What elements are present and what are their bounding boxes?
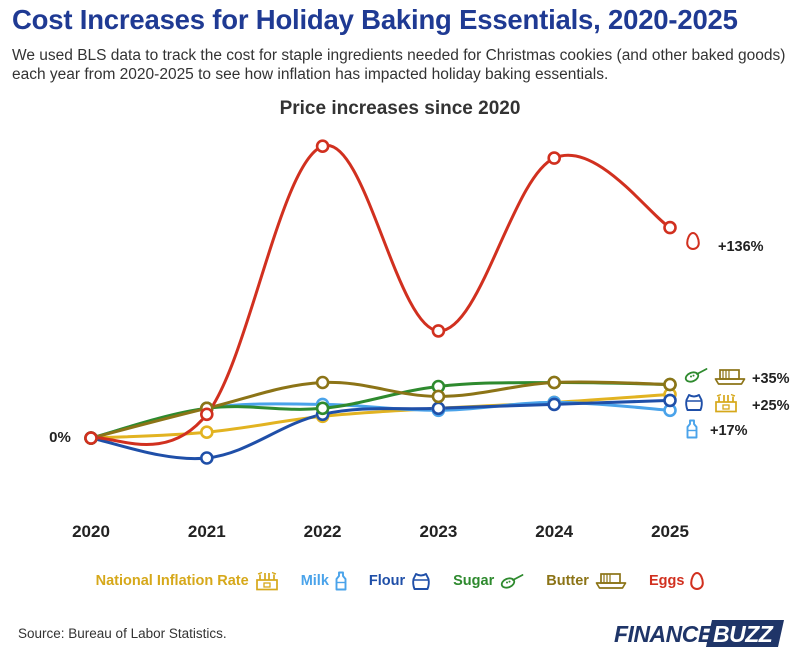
brand-logo-right: BUZZ bbox=[713, 621, 774, 647]
data-point-butter-2022 bbox=[315, 375, 330, 390]
x-tick-label: 2021 bbox=[188, 522, 226, 541]
series-points bbox=[84, 139, 677, 465]
egg-icon bbox=[690, 571, 705, 591]
end-value-labels: +136% +35% +25%+17% bbox=[710, 239, 790, 439]
x-tick-label: 2023 bbox=[419, 522, 457, 541]
x-tick-label: 2025 bbox=[651, 522, 689, 541]
end-icons bbox=[684, 232, 746, 439]
end-flour-bag-icon bbox=[685, 394, 703, 411]
data-point-eggs-2025 bbox=[663, 220, 677, 235]
data-point-flour-2021 bbox=[200, 451, 214, 465]
data-point-butter-2023 bbox=[431, 389, 446, 404]
cash-register-icon bbox=[255, 571, 279, 591]
end-butter-dish-icon bbox=[714, 369, 746, 385]
chart-legend: National Inflation Rate Milk Flour Sugar But… bbox=[0, 571, 800, 591]
end-egg-icon bbox=[686, 232, 700, 251]
legend-item-national-inflation-rate: National Inflation Rate bbox=[96, 571, 279, 591]
end-label-flour-national-inflation-rate: +25% bbox=[752, 398, 790, 414]
milk-bottle-icon bbox=[335, 571, 347, 591]
legend-item-sugar: Sugar bbox=[453, 573, 524, 589]
source-note: Source: Bureau of Labor Statistics. bbox=[18, 626, 227, 641]
end-cash-register-icon bbox=[715, 393, 737, 413]
legend-item-eggs: Eggs bbox=[648, 571, 705, 591]
brand-logo: FINANCE BUZZ bbox=[614, 620, 784, 647]
end-label-sugar-butter: +35% bbox=[752, 371, 790, 387]
legend-label: Sugar bbox=[453, 573, 495, 589]
brand-logo-box bbox=[706, 620, 784, 647]
data-point-butter-2025 bbox=[663, 377, 677, 392]
end-label-eggs: +136% bbox=[718, 239, 764, 255]
data-point-butter-2024 bbox=[547, 375, 562, 390]
series-line-flour bbox=[89, 398, 672, 461]
page-title: Cost Increases for Holiday Baking Essent… bbox=[12, 4, 738, 35]
data-point-eggs-2023 bbox=[431, 324, 446, 338]
data-point-eggs-2021 bbox=[200, 407, 214, 422]
x-axis-ticks: 2020 2021 2022 2023 2024 2025 bbox=[72, 522, 689, 541]
butter-dish-icon bbox=[595, 572, 627, 590]
data-point-eggs-2024 bbox=[547, 151, 562, 165]
data-point-national-inflation-rate-2021 bbox=[200, 425, 214, 440]
brand-logo-left: FINANCE bbox=[614, 621, 714, 647]
legend-item-milk: Milk bbox=[301, 571, 347, 591]
end-sugar-spoon-icon bbox=[684, 368, 708, 383]
end-label-milk: +17% bbox=[710, 423, 748, 439]
legend-label: Milk bbox=[300, 573, 329, 589]
flour-bag-icon bbox=[411, 572, 431, 590]
end-milk-bottle-icon bbox=[686, 419, 698, 439]
legend-label: Eggs bbox=[648, 573, 685, 589]
page-subtitle: We used BLS data to track the cost for s… bbox=[12, 47, 786, 83]
chart-title: Price increases since 2020 bbox=[279, 98, 521, 119]
x-tick-label: 2024 bbox=[535, 522, 573, 541]
sugar-spoon-icon bbox=[500, 573, 524, 589]
data-point-eggs-2022 bbox=[315, 139, 330, 153]
legend-item-flour: Flour bbox=[369, 572, 431, 590]
series-lines bbox=[89, 144, 672, 461]
data-point-flour-2024 bbox=[547, 397, 562, 412]
legend-label: Butter bbox=[546, 573, 589, 589]
legend-label: National Inflation Rate bbox=[95, 573, 249, 589]
x-tick-label: 2022 bbox=[304, 522, 342, 541]
data-point-eggs-2020 bbox=[84, 431, 98, 445]
legend-item-butter: Butter bbox=[546, 572, 627, 590]
x-tick-label: 2020 bbox=[72, 522, 110, 541]
data-point-flour-2023 bbox=[431, 401, 446, 416]
data-point-sugar-2022 bbox=[315, 401, 330, 416]
data-point-flour-2025 bbox=[663, 393, 677, 408]
series-line-butter bbox=[89, 380, 672, 440]
start-value-label: 0% bbox=[49, 429, 71, 446]
legend-label: Flour bbox=[368, 573, 406, 589]
